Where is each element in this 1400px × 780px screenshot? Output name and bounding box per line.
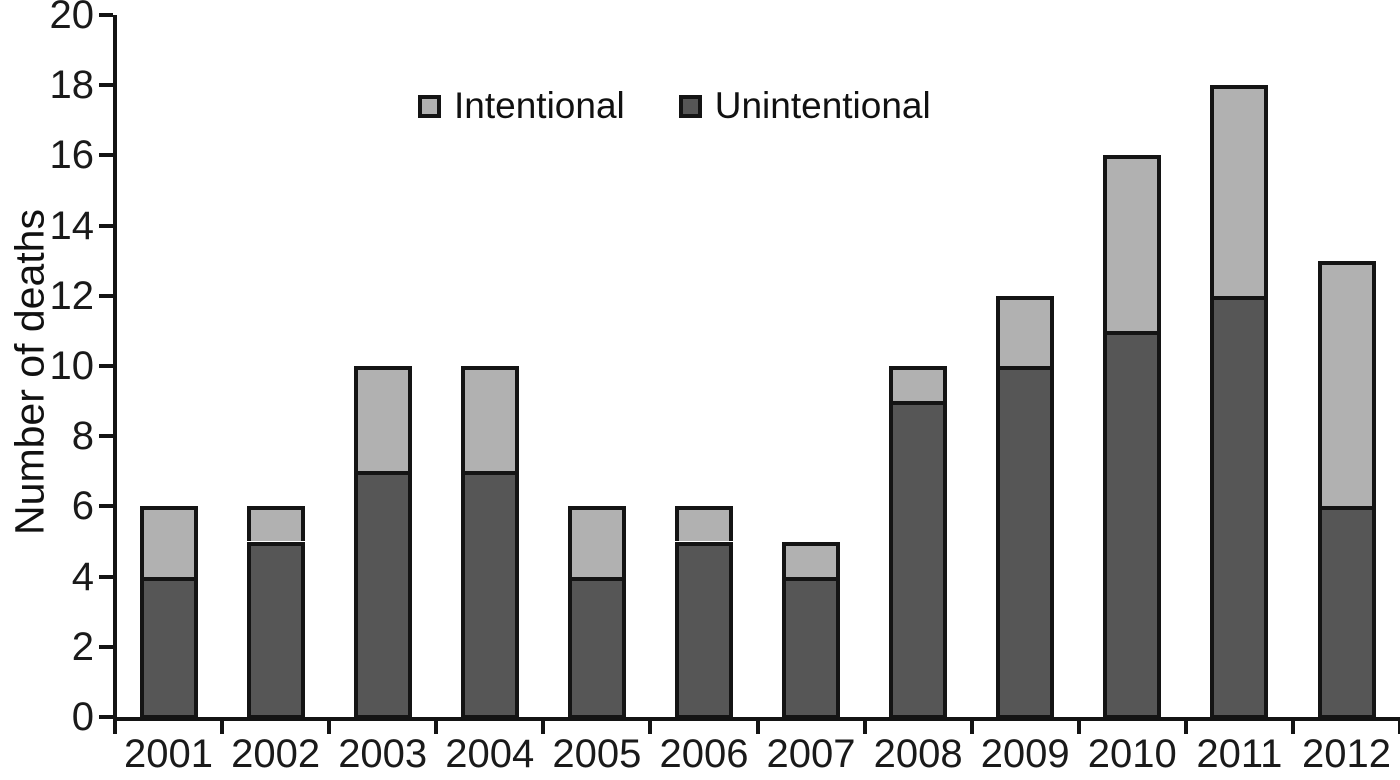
y-axis-line	[113, 15, 117, 721]
x-tick-label: 2006	[659, 732, 749, 776]
bar-segment-unintentional	[1210, 295, 1269, 719]
y-tick-label: 4	[71, 554, 94, 599]
legend-label: Intentional	[454, 85, 625, 126]
legend-swatch-icon	[418, 94, 441, 118]
x-tick-mark	[327, 717, 332, 734]
y-tick-mark	[99, 293, 113, 298]
bar-segment-unintentional	[996, 366, 1055, 719]
x-tick-label: 2003	[338, 732, 428, 776]
legend: Intentional Unintentional	[418, 86, 931, 126]
x-tick-mark	[541, 717, 546, 734]
bar-segment-intentional	[1317, 260, 1376, 507]
y-tick-mark	[99, 504, 113, 509]
bar-segment-intentional	[139, 506, 198, 577]
bar-segment-unintentional	[675, 541, 733, 719]
x-tick-label: 2007	[766, 732, 856, 776]
x-tick-mark	[113, 717, 117, 734]
bar-segment-unintentional	[782, 576, 840, 719]
legend-item-unintentional: Unintentional	[678, 85, 931, 126]
y-tick-mark	[99, 83, 113, 88]
y-tick-mark	[99, 644, 113, 649]
legend-swatch-icon	[678, 94, 702, 118]
y-tick-label: 10	[49, 344, 95, 388]
y-tick-mark	[99, 715, 113, 719]
legend-item-intentional: Intentional	[418, 86, 625, 126]
bar-segment-unintentional	[567, 576, 626, 719]
bar-segment-unintentional	[460, 471, 519, 719]
x-tick-mark	[969, 717, 974, 734]
x-tick-mark	[648, 717, 653, 734]
y-tick-mark	[99, 574, 113, 579]
bar-segment-intentional	[246, 506, 305, 542]
y-tick-label: 16	[49, 133, 95, 178]
legend-label: Unintentional	[714, 85, 931, 126]
y-tick-label: 14	[49, 203, 95, 248]
x-tick-mark	[1398, 717, 1400, 734]
bar-segment-intentional	[1210, 85, 1269, 296]
x-tick-label: 2004	[445, 732, 535, 776]
bar-segment-intentional	[1103, 155, 1162, 331]
bar-segment-intentional	[782, 541, 840, 577]
bar-segment-intentional	[567, 506, 626, 577]
y-tick-mark	[99, 364, 113, 368]
x-tick-mark	[755, 717, 760, 734]
bar-segment-intentional	[675, 506, 733, 542]
y-tick-label: 6	[71, 484, 94, 529]
x-tick-mark	[1290, 717, 1295, 734]
bar-segment-intentional	[353, 366, 412, 472]
bar-segment-intentional	[996, 295, 1055, 366]
y-tick-label: 20	[49, 0, 95, 37]
bar-segment-unintentional	[1103, 330, 1162, 719]
x-tick-mark	[862, 717, 867, 734]
x-tick-label: 2012	[1302, 732, 1391, 776]
bar-segment-unintentional	[139, 576, 198, 719]
x-tick-mark	[1076, 717, 1081, 734]
y-tick-label: 12	[49, 273, 95, 318]
bar-segment-unintentional	[353, 471, 412, 719]
x-tick-label: 2011	[1196, 732, 1283, 776]
x-tick-label: 2008	[873, 732, 963, 776]
bar-segment-intentional	[889, 366, 948, 402]
bar-segment-intentional	[460, 366, 519, 472]
y-tick-mark	[99, 223, 113, 228]
x-tick-mark	[1183, 717, 1188, 734]
x-tick-label: 2009	[980, 732, 1070, 776]
y-tick-mark	[99, 153, 113, 158]
y-tick-label: 0	[71, 695, 94, 739]
bar-segment-unintentional	[889, 401, 948, 719]
y-tick-label: 2	[71, 624, 94, 669]
bar-segment-unintentional	[1317, 506, 1376, 719]
y-tick-mark	[99, 13, 113, 17]
x-tick-mark	[434, 717, 439, 734]
y-tick-label: 8	[71, 414, 94, 459]
y-tick-mark	[99, 434, 113, 439]
y-tick-label: 18	[49, 63, 95, 108]
x-tick-label: 2010	[1087, 732, 1177, 776]
bar-segment-unintentional	[246, 541, 305, 719]
x-tick-label: 2002	[231, 732, 321, 776]
x-tick-label: 2005	[552, 732, 642, 776]
x-tick-label: 2001	[124, 732, 213, 776]
x-tick-mark	[220, 717, 225, 734]
